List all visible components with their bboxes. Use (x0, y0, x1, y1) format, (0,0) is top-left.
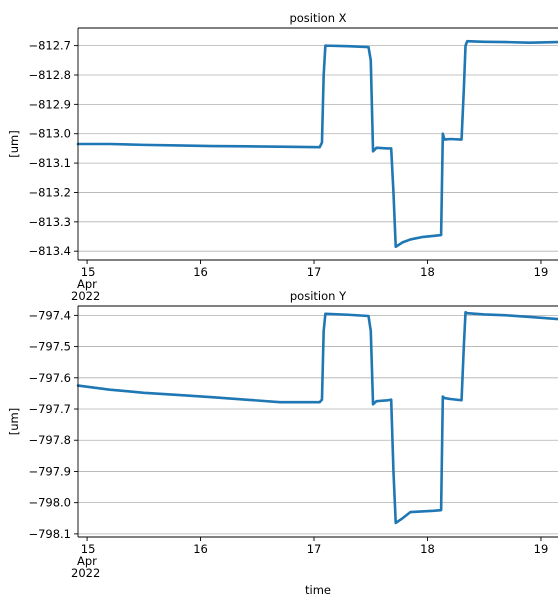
panel-1-y-tick-label: −813.1 (28, 156, 71, 170)
panel-2-y-tick-label: −797.4 (28, 308, 71, 322)
panel-1-y-axis-label: [um] (7, 130, 21, 157)
panel-1-y-tick-label: −813.4 (28, 244, 71, 258)
panel-1-y-tick-label: −813.2 (28, 185, 71, 199)
panel-2-x-offset-year: 2022 (71, 566, 100, 580)
panel-2-x-tick-label: 19 (534, 542, 549, 556)
panel-2-x-tick-label: 16 (193, 542, 208, 556)
panel-2-y-tick-label: −798.1 (28, 527, 71, 541)
panel-2-y-tick-label: −797.7 (28, 402, 71, 416)
panel-2-x-tick-label: 17 (307, 542, 322, 556)
panel-1-x-offset-year: 2022 (71, 289, 100, 303)
panel-1-y-tick-label: −813.3 (28, 215, 71, 229)
panel-1-y-tick-label: −812.7 (28, 39, 71, 53)
panel-1-title: position X (289, 11, 346, 25)
panel-2-series-line (76, 310, 558, 525)
panel-2-x-tick-label: 15 (81, 542, 96, 556)
panel-1-series-line (76, 39, 558, 249)
panel-1-x-offset-month: Apr (77, 277, 97, 291)
panel-1-x-tick-label: 17 (307, 265, 322, 279)
panel-2-y-tick-label: −797.5 (28, 340, 71, 354)
panel-1-x-tick-label: 18 (420, 265, 435, 279)
panel-2-x-offset-month: Apr (77, 554, 97, 568)
panel-2-x-axis-label: time (305, 583, 331, 596)
panel-1-x-tick-label: 15 (81, 265, 96, 279)
panel-2-y-tick-label: −797.9 (28, 464, 71, 478)
panel-1-x-tick-label: 16 (193, 265, 208, 279)
panel-2-title: position Y (290, 289, 347, 303)
panel-1-x-tick-label: 19 (534, 265, 549, 279)
panel-1-y-tick-label: −812.8 (28, 68, 71, 82)
panel-2-y-tick-label: −797.8 (28, 433, 71, 447)
panel-2-x-tick-label: 18 (420, 542, 435, 556)
panel-2-y-axis-label: [um] (7, 408, 21, 435)
panel-2-y-tick-label: −797.6 (28, 371, 71, 385)
panel-1-y-tick-label: −813.0 (28, 127, 71, 141)
panel-2-y-tick-label: −798.0 (28, 496, 71, 510)
panel-1-y-tick-label: −812.9 (28, 97, 71, 111)
